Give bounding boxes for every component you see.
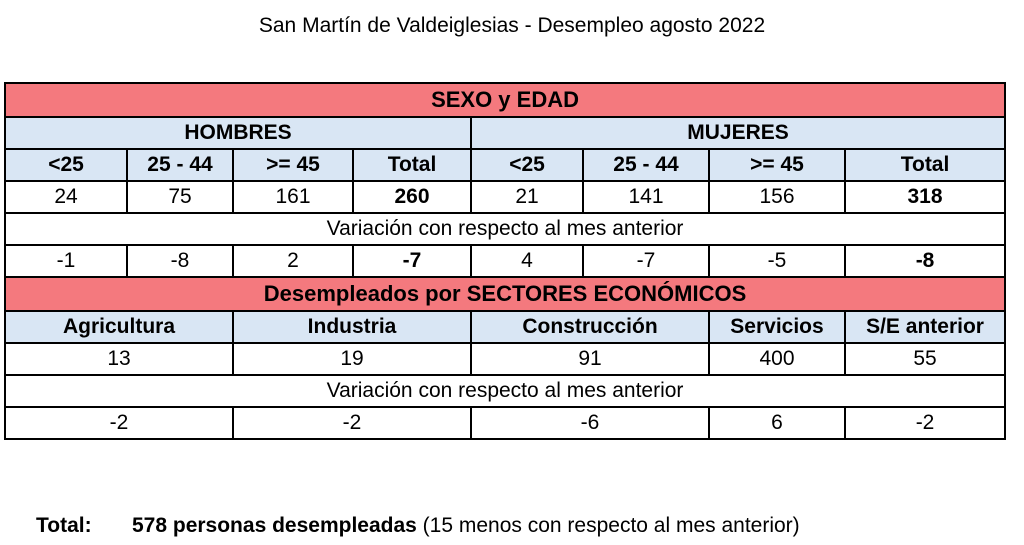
variation-hombres-under25: -1 xyxy=(4,244,128,278)
total-comparison: (15 menos con respecto al mes anterior) xyxy=(416,514,800,537)
value-mujeres-25-44: 141 xyxy=(582,180,710,214)
col-label-hombres-total: Total xyxy=(352,148,472,182)
variation-mujeres-under25: 4 xyxy=(470,244,584,278)
value-hombres-25-44: 75 xyxy=(126,180,234,214)
sector-value-construccion: 91 xyxy=(470,342,710,376)
value-hombres-under25: 24 xyxy=(4,180,128,214)
total-summary: Total: 578 personas desempleadas (15 meno… xyxy=(36,514,800,538)
sector-variation-servicios: 6 xyxy=(708,406,846,440)
mujeres-header: MUJERES xyxy=(469,116,1007,150)
sectores-variation-label: Variación con respecto al mes anterior xyxy=(3,374,1007,408)
sector-variation-industria: -2 xyxy=(232,406,472,440)
sector-label-sin-empleo-anterior: S/E anterior xyxy=(843,310,1007,344)
variation-mujeres-total: -8 xyxy=(843,244,1007,278)
value-mujeres-under25: 21 xyxy=(470,180,584,214)
value-hombres-45plus: 161 xyxy=(232,180,354,214)
col-label-hombres-45plus: >= 45 xyxy=(232,148,354,182)
col-label-hombres-under25: <25 xyxy=(4,148,128,182)
variation-mujeres-45plus: -5 xyxy=(708,244,846,278)
col-label-hombres-25-44: 25 - 44 xyxy=(126,148,234,182)
sector-value-industria: 19 xyxy=(232,342,472,376)
col-label-mujeres-25-44: 25 - 44 xyxy=(582,148,710,182)
sector-label-servicios: Servicios xyxy=(708,310,846,344)
sector-label-agricultura: Agricultura xyxy=(4,310,234,344)
sector-label-industria: Industria xyxy=(232,310,472,344)
variation-hombres-25-44: -8 xyxy=(126,244,234,278)
sectores-header: Desempleados por SECTORES ECONÓMICOS xyxy=(3,276,1007,312)
value-mujeres-45plus: 156 xyxy=(708,180,846,214)
col-label-mujeres-45plus: >= 45 xyxy=(708,148,846,182)
variation-mujeres-25-44: -7 xyxy=(582,244,710,278)
total-value: 578 personas desempleadas xyxy=(132,514,417,537)
col-label-mujeres-total: Total xyxy=(843,148,1007,182)
sector-variation-agricultura: -2 xyxy=(4,406,234,440)
variation-hombres-45plus: 2 xyxy=(232,244,354,278)
sector-value-servicios: 400 xyxy=(708,342,846,376)
page-title: San Martín de Valdeiglesias - Desempleo … xyxy=(258,14,766,37)
total-label: Total: xyxy=(36,514,92,537)
value-mujeres-total: 318 xyxy=(843,180,1007,214)
hombres-header: HOMBRES xyxy=(4,116,472,150)
value-hombres-total: 260 xyxy=(352,180,472,214)
sexo-edad-header: SEXO y EDAD xyxy=(3,82,1007,118)
sector-label-construccion: Construcción xyxy=(470,310,710,344)
sector-variation-sin-empleo-anterior: -2 xyxy=(843,406,1007,440)
sexo-edad-variation-label: Variación con respecto al mes anterior xyxy=(3,212,1007,246)
col-label-mujeres-under25: <25 xyxy=(470,148,584,182)
sector-variation-construccion: -6 xyxy=(470,406,710,440)
sector-value-sin-empleo-anterior: 55 xyxy=(843,342,1007,376)
sector-value-agricultura: 13 xyxy=(4,342,234,376)
variation-hombres-total: -7 xyxy=(352,244,472,278)
unemployment-table: SEXO y EDAD HOMBRES MUJERES <25 25 - 44 … xyxy=(3,82,1007,440)
